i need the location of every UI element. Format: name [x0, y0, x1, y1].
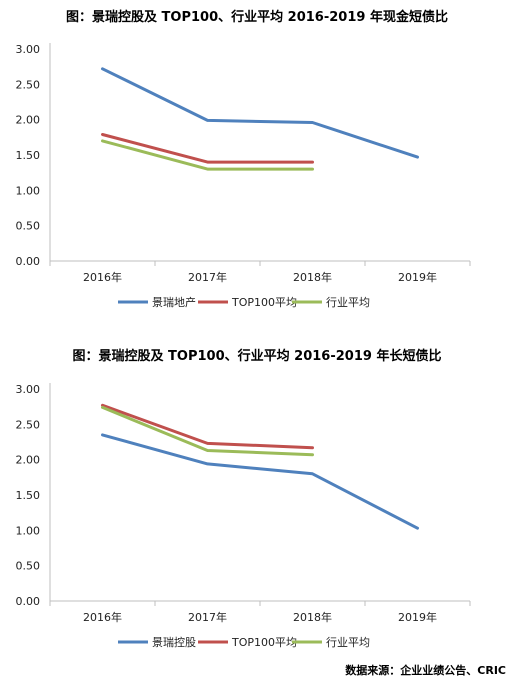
legend-label: 行业平均 — [326, 636, 370, 649]
x-tick-label: 2019年 — [398, 270, 437, 284]
y-tick-label: 3.00 — [16, 383, 41, 396]
y-tick-label: 0.00 — [16, 595, 41, 608]
legend-label: 行业平均 — [326, 296, 370, 309]
chart-2-title: 图：景瑞控股及 TOP100、行业平均 2016-2019 年长短债比 — [72, 349, 442, 364]
y-tick-label: 0.50 — [16, 220, 41, 233]
series-line-0 — [101, 67, 419, 159]
x-tick-label: 2017年 — [188, 270, 227, 284]
y-tick-label: 2.00 — [16, 454, 41, 467]
x-tick-label: 2017年 — [188, 610, 227, 624]
legend-label: 景瑞控股 — [152, 635, 196, 649]
chart-1-title: 图：景瑞控股及 TOP100、行业平均 2016-2019 年现金短债比 — [66, 10, 448, 25]
y-tick-label: 1.00 — [16, 184, 41, 197]
series-line-2 — [101, 139, 314, 171]
chart-2-long-short-debt-ratio: 0.00 0.50 1.00 1.50 2.00 2.50 3.00 2016年 2017年 20… — [16, 383, 471, 649]
y-tick-label: 0.00 — [16, 255, 41, 268]
y-tick-label: 3.00 — [16, 43, 41, 56]
x-tick-label: 2018年 — [293, 270, 332, 284]
series-line-0 — [101, 433, 419, 530]
source-note: 数据来源：企业业绩公告、CRIC — [345, 664, 506, 677]
x-tick-label: 2016年 — [83, 610, 122, 624]
y-tick-label: 2.50 — [16, 418, 41, 431]
y-tick-label: 1.00 — [16, 524, 41, 537]
x-tick-label: 2016年 — [83, 270, 122, 284]
y-tick-label: 0.50 — [16, 560, 41, 573]
legend-label: 景瑞地产 — [152, 295, 196, 309]
x-tick-label: 2018年 — [293, 610, 332, 624]
series-line-2 — [101, 405, 314, 457]
series-line-1 — [101, 133, 314, 164]
chart-1-cash-short-debt-ratio: 0.00 0.50 1.00 1.50 2.00 2.50 3.00 2016年 2017年 20… — [16, 43, 471, 309]
y-tick-label: 2.00 — [16, 114, 41, 127]
series-line-1 — [101, 403, 314, 450]
y-tick-label: 1.50 — [16, 489, 41, 502]
legend-label: TOP100平均 — [231, 296, 297, 309]
y-tick-label: 2.50 — [16, 78, 41, 91]
y-tick-label: 1.50 — [16, 149, 41, 162]
x-tick-label: 2019年 — [398, 610, 437, 624]
legend-label: TOP100平均 — [231, 636, 297, 649]
